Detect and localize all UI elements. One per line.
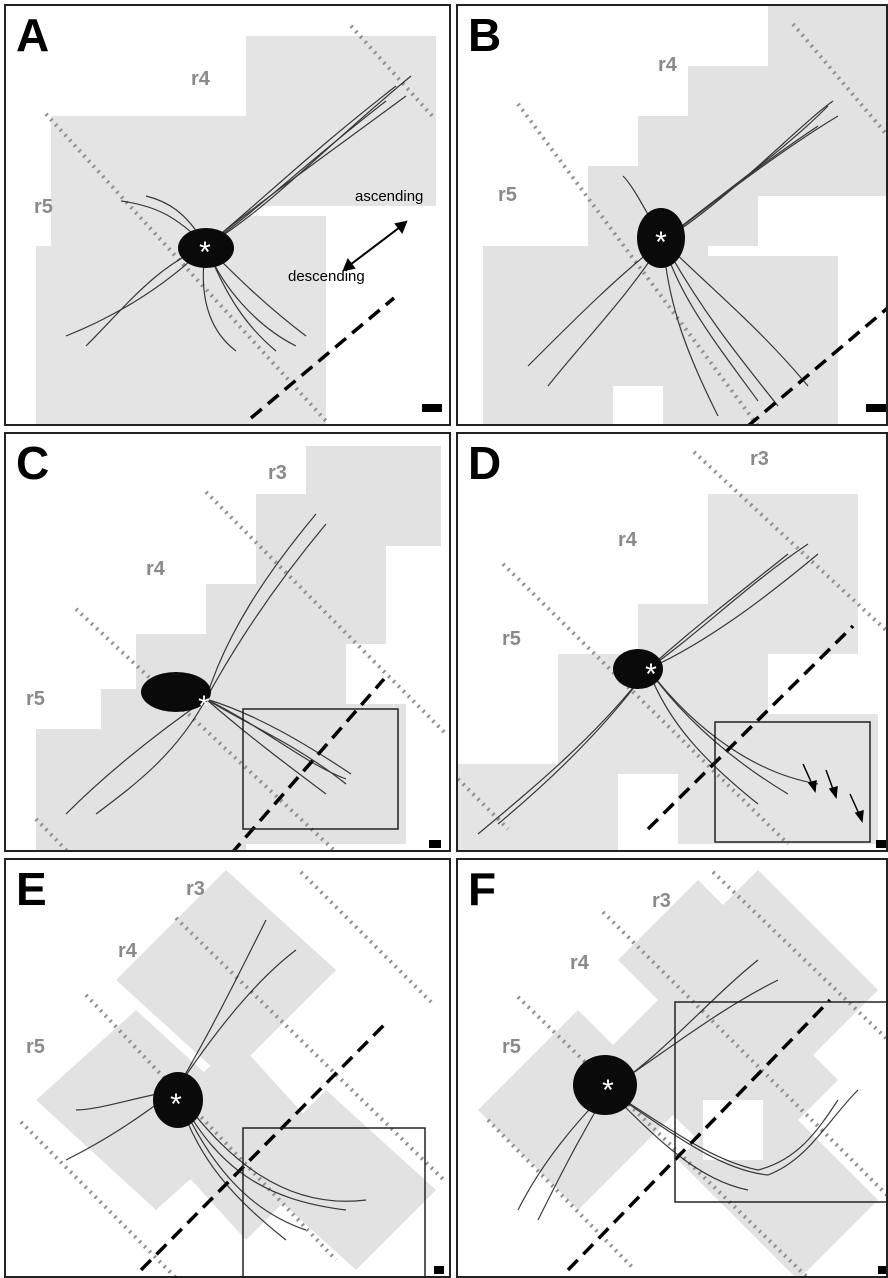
injection-site-marker: * bbox=[655, 226, 667, 259]
rhombomere-label-r4: r4 bbox=[118, 940, 137, 962]
arrows bbox=[802, 763, 864, 823]
scale-bar bbox=[866, 404, 886, 412]
injection-site-marker: * bbox=[198, 690, 210, 723]
inset-box bbox=[242, 1127, 426, 1276]
panel-letter: C bbox=[16, 437, 50, 489]
scale-bar bbox=[878, 1266, 886, 1274]
rhombomere-label-r5: r5 bbox=[26, 688, 45, 710]
inset-box bbox=[242, 708, 399, 830]
panel-b: * B r4 r5 bbox=[456, 4, 888, 426]
panel-letter: F bbox=[468, 863, 497, 915]
scale-bar bbox=[429, 840, 441, 848]
panel-e-image: * bbox=[19, 870, 448, 1276]
panel-d-image: * bbox=[458, 450, 886, 850]
rhombomere-label-r4: r4 bbox=[570, 952, 589, 974]
ascending-label: ascending bbox=[355, 188, 424, 205]
panel-b-image: * bbox=[483, 6, 886, 424]
injection-site-marker: * bbox=[199, 236, 211, 269]
inset-box bbox=[674, 1001, 886, 1203]
rhombomere-label-r5: r5 bbox=[502, 1036, 521, 1058]
panel-c: * C r3 r4 r5 bbox=[4, 432, 451, 852]
injection-site-marker: * bbox=[602, 1074, 614, 1107]
injection-site-marker: * bbox=[645, 658, 657, 691]
injection-site-marker: * bbox=[170, 1088, 182, 1121]
rhombomere-label-r4: r4 bbox=[146, 558, 165, 580]
panel-letter: D bbox=[468, 437, 502, 489]
rhombomere-label-r3: r3 bbox=[268, 462, 287, 484]
panel-letter: E bbox=[16, 863, 47, 915]
inset-box bbox=[714, 721, 871, 843]
panel-letter: B bbox=[468, 9, 502, 61]
scale-bar bbox=[876, 840, 886, 848]
rhombomere-label-r4: r4 bbox=[618, 529, 637, 551]
scale-bar bbox=[422, 404, 442, 412]
descending-label: descending bbox=[288, 268, 365, 285]
panel-d: * D r3 r4 r5 bbox=[456, 432, 888, 852]
panel-a: * A r4 r5 ascending descending bbox=[4, 4, 451, 426]
panel-e: * E r3 r4 r5 bbox=[4, 858, 451, 1278]
panel-letter: A bbox=[16, 9, 50, 61]
rhombomere-label-r5: r5 bbox=[26, 1036, 45, 1058]
rhombomere-label-r5: r5 bbox=[34, 196, 53, 218]
rhombomere-label-r4: r4 bbox=[658, 54, 677, 76]
rhombomere-label-r3: r3 bbox=[750, 448, 769, 470]
rhombomere-label-r5: r5 bbox=[502, 628, 521, 650]
rhombomere-label-r3: r3 bbox=[652, 890, 671, 912]
direction-arrow bbox=[342, 220, 408, 272]
panel-f: * F r3 r4 r5 bbox=[456, 858, 888, 1278]
panel-a-image: * bbox=[36, 24, 436, 424]
rhombomere-label-r3: r3 bbox=[186, 878, 205, 900]
panel-f-image: * bbox=[478, 870, 886, 1276]
rhombomere-label-r5: r5 bbox=[498, 184, 517, 206]
panel-c-image: * bbox=[34, 446, 448, 850]
rhombomere-label-r4: r4 bbox=[191, 68, 210, 90]
scale-bar bbox=[434, 1266, 444, 1274]
